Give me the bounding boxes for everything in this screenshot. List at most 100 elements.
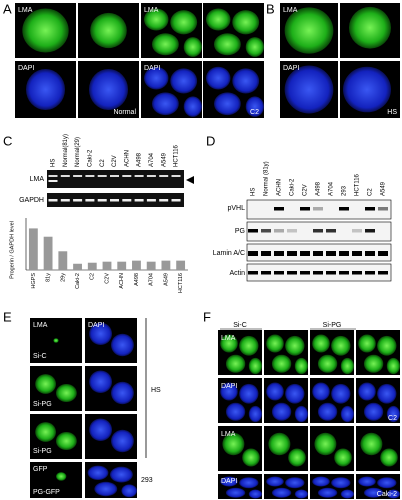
blot-row-label: Lamin A/C xyxy=(213,250,245,257)
lane-label: A704 xyxy=(149,152,155,167)
nucleus xyxy=(386,405,400,423)
gel-band xyxy=(48,180,58,182)
lane-label: Caki-2 xyxy=(290,178,296,196)
lane-label: ACHN xyxy=(124,150,130,167)
image-label: Si-C xyxy=(33,353,47,360)
blot-band xyxy=(287,271,297,275)
blot-band xyxy=(287,251,297,256)
y-axis-label: Progerin / GAPDH level xyxy=(9,221,15,279)
bar xyxy=(117,261,127,270)
nucleus xyxy=(334,448,352,467)
group-label: 293 xyxy=(141,477,153,484)
gel-band xyxy=(60,175,70,177)
blot-band xyxy=(274,207,284,211)
gel-band xyxy=(171,175,181,177)
gel-band xyxy=(60,199,70,202)
gel-band xyxy=(85,175,95,177)
nucleus xyxy=(206,66,231,90)
blot-band xyxy=(261,229,271,233)
bar xyxy=(73,263,82,270)
image-label: C2 xyxy=(388,415,397,422)
nucleus xyxy=(183,37,203,57)
blot-row-label: pVHL xyxy=(227,205,245,212)
nucleus xyxy=(213,33,241,56)
lane-label: A498 xyxy=(316,181,322,196)
gel-band xyxy=(48,199,58,202)
blot-band xyxy=(248,229,258,233)
gel-band xyxy=(159,199,169,202)
nucleus xyxy=(88,68,129,111)
image-label: Si-PG xyxy=(33,448,52,455)
nucleus xyxy=(232,10,260,35)
nucleus xyxy=(377,477,397,489)
blot-band xyxy=(313,271,323,275)
nucleus xyxy=(248,405,262,423)
lane-label: C2V xyxy=(112,155,118,167)
image-label: Si-PG xyxy=(33,401,52,408)
x-tick-label: C2V xyxy=(104,273,110,284)
nucleus xyxy=(363,402,384,421)
nucleus xyxy=(294,405,308,423)
blot-band xyxy=(326,251,336,256)
nucleus xyxy=(242,448,260,467)
nucleus xyxy=(285,335,305,356)
nucleus xyxy=(245,37,264,57)
nucleus xyxy=(56,472,67,481)
blot-band xyxy=(248,251,258,256)
blot-band xyxy=(378,207,388,211)
nucleus xyxy=(271,487,292,498)
nucleus xyxy=(248,357,262,375)
lane-label: A549 xyxy=(381,181,387,196)
nucleus xyxy=(380,448,398,467)
nucleus xyxy=(220,476,238,487)
blot xyxy=(246,199,392,220)
blot-band xyxy=(313,207,323,211)
blot-band xyxy=(352,271,362,275)
lane-label: Normal(29) xyxy=(75,137,81,167)
nucleus xyxy=(268,432,291,456)
image-label: HS xyxy=(387,109,397,116)
blot-band xyxy=(339,251,349,256)
lane-label: ACHN xyxy=(277,179,283,196)
nucleus xyxy=(53,338,59,343)
lane-label: C2 xyxy=(368,188,374,196)
gel-band xyxy=(159,175,169,177)
nucleus xyxy=(89,418,113,441)
panel-label: A xyxy=(3,1,12,16)
lane-label: A498 xyxy=(137,152,143,167)
image-label: Caki-2 xyxy=(377,491,397,498)
blot-band xyxy=(352,251,362,256)
panel-label: D xyxy=(206,133,215,148)
nucleus xyxy=(288,448,306,467)
column-header: Si-C xyxy=(233,322,247,329)
gel-band xyxy=(73,199,83,202)
image-label: DAPI xyxy=(144,65,160,72)
lane-label: Caki-2 xyxy=(87,149,93,167)
x-tick-label: A549 xyxy=(163,273,169,286)
lane-label: C2 xyxy=(100,159,106,167)
blot-band xyxy=(300,271,310,275)
lane-label: C2V xyxy=(303,184,309,196)
nucleus xyxy=(89,370,113,393)
gel-band xyxy=(48,175,58,177)
nucleus xyxy=(151,92,179,116)
nucleus xyxy=(271,402,292,421)
image-label: DAPI xyxy=(221,478,237,485)
blot-band xyxy=(261,251,271,256)
image-label: Normal xyxy=(113,109,136,116)
blot-band xyxy=(274,229,284,233)
nucleus xyxy=(87,465,109,480)
gel-band xyxy=(97,199,107,202)
panel-label: C xyxy=(3,133,12,148)
nucleus xyxy=(225,487,246,498)
gel-band xyxy=(73,175,83,177)
x-tick-label: A704 xyxy=(149,273,155,286)
nucleus xyxy=(312,382,330,401)
lane-label: HCT116 xyxy=(174,144,180,167)
arrowhead xyxy=(186,176,194,184)
image-label: DAPI xyxy=(221,383,237,390)
nucleus xyxy=(358,334,376,353)
lane-label: A549 xyxy=(161,152,167,167)
nucleus xyxy=(89,322,113,345)
nucleus xyxy=(266,334,284,353)
